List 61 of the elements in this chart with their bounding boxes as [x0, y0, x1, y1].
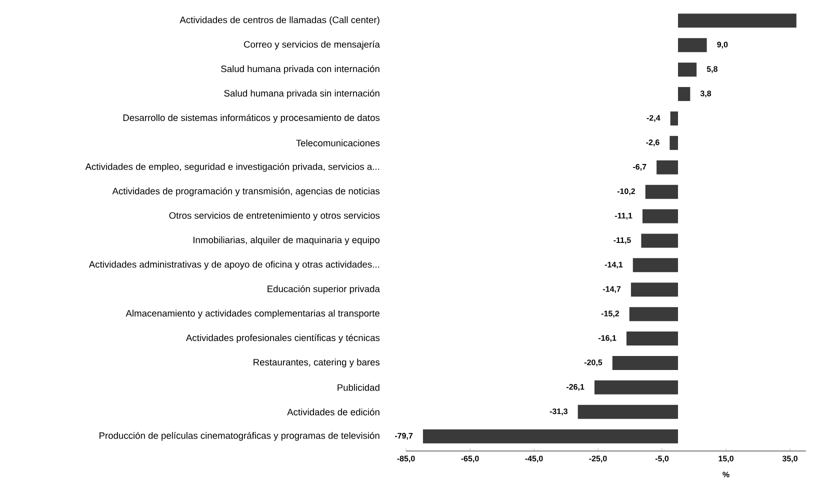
y-tick-label: Desarrollo de sistemas informáticos y procesamiento de datos [123, 114, 380, 123]
data-label: -10,2 [617, 188, 636, 196]
bar [642, 209, 678, 224]
bar [422, 429, 678, 444]
data-label: -20,5 [584, 360, 602, 366]
data-label: -11,1 [614, 212, 632, 220]
data-label: -11,5 [614, 237, 631, 244]
y-tick-label: Actividades de programación y transmisión, agencias de noticias [112, 187, 380, 196]
y-tick-label: Producción de películas cinematográficas y programas de televisión [100, 432, 380, 441]
y-tick-label: Restaurantes, catering y bares [254, 358, 380, 368]
data-label: -79,7 [394, 432, 413, 440]
bar [670, 136, 678, 150]
x-tick-label: 35,0 [782, 456, 798, 463]
x-axis-title: % [722, 472, 730, 478]
y-tick-label: Salud humana privada con internación [221, 65, 380, 74]
data-label: -16,1 [598, 335, 616, 342]
y-tick-label: Telecomunicaciones [296, 140, 380, 146]
data-label: 5,8 [706, 66, 718, 73]
x-tick-label: -5,0 [655, 456, 669, 463]
data-label: -2,4 [646, 115, 660, 122]
bar [594, 380, 678, 394]
bar [678, 14, 796, 28]
bar [632, 258, 678, 272]
bar [641, 234, 678, 248]
bar [656, 160, 678, 174]
y-tick-label: Inmobiliarias, alquiler de maquinaria y equipo [194, 236, 380, 246]
bar [645, 184, 678, 199]
data-label: -31,3 [550, 408, 568, 416]
data-label: 3,8 [700, 90, 712, 98]
data-label: -14,7 [603, 286, 621, 293]
x-tick-label: -65,0 [461, 456, 479, 463]
data-label: -6,7 [633, 164, 646, 171]
y-tick-label: Actividades de edición [287, 408, 380, 416]
bar [626, 332, 678, 346]
x-tick-label: -45,0 [525, 456, 543, 463]
y-tick-label: Almacenamiento y actividades complementarias al transporte [126, 310, 380, 318]
y-tick-label: Actividades de centros de llamadas (Call center) [180, 16, 380, 26]
y-tick-label: Correo y servicios de mensajería [244, 40, 380, 50]
data-label: -15,2 [601, 310, 620, 318]
y-tick-label: Publicidad [338, 384, 380, 391]
x-tick-label: -25,0 [589, 456, 607, 463]
data-label: -26,1 [566, 384, 584, 391]
y-tick-label: Actividades profesionales científicas y técnicas [186, 334, 380, 343]
y-tick-label: Otros servicios de entretenimiento y otros servicios [169, 212, 380, 221]
x-tick-label: -85,0 [397, 456, 415, 463]
bar [678, 38, 707, 52]
y-tick-label: Actividades de empleo, seguridad e investigación privada, servicios a... [85, 162, 380, 172]
bar [678, 87, 690, 102]
y-tick-label: Salud humana privada sin internación [224, 90, 380, 98]
data-label: -2,6 [646, 140, 660, 146]
bar [578, 404, 678, 419]
y-tick-label: Educación superior privada [268, 285, 380, 294]
bar [629, 307, 678, 322]
y-tick-label: Actividades administrativas y de apoyo de oficina y otras actividades... [88, 260, 380, 270]
bar [678, 62, 697, 77]
data-label: 9,0 [717, 42, 728, 49]
x-tick-label: 15,0 [718, 456, 734, 463]
data-label: -14,1 [604, 262, 623, 269]
bar [612, 356, 678, 370]
bar [670, 111, 678, 126]
bar [630, 282, 678, 297]
